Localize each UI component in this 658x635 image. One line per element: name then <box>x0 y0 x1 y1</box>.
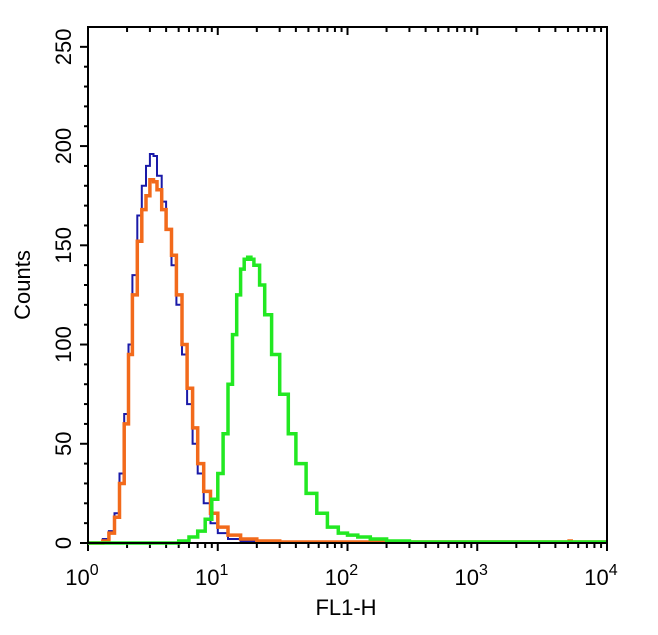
y-tick-label: 100 <box>51 326 76 363</box>
plot-frame <box>87 26 608 544</box>
axis-ticks <box>80 27 608 551</box>
x-axis-title: FL1-H <box>315 595 376 620</box>
histogram-series-line <box>88 178 607 545</box>
y-tick-label: 250 <box>51 28 76 65</box>
histogram-series <box>88 153 607 545</box>
histogram-series-line <box>88 255 607 545</box>
x-tick-label: 103 <box>455 562 488 590</box>
y-tick-label: 50 <box>51 432 76 456</box>
y-axis-title: Counts <box>10 250 35 320</box>
y-tick-label: 0 <box>51 537 76 549</box>
tick-labels: 0 50 100 150 200 250 100 101 102 103 104 <box>51 28 618 590</box>
y-tick-label: 150 <box>51 227 76 264</box>
x-tick-label: 101 <box>195 562 228 590</box>
x-tick-label: 102 <box>325 562 358 590</box>
x-tick-label: 104 <box>584 562 617 590</box>
y-tick-label: 200 <box>51 128 76 165</box>
x-tick-label: 100 <box>65 562 98 590</box>
